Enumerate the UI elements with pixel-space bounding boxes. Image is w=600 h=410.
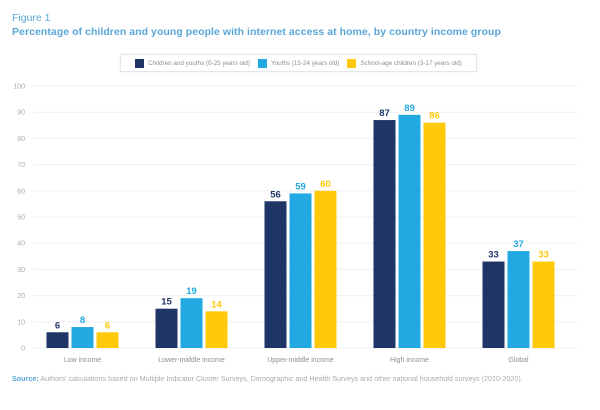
- data-label: 60: [320, 179, 331, 190]
- legend-item-school-age: School-age children (3-17 years old): [347, 58, 462, 68]
- data-label: 33: [488, 250, 499, 261]
- bar: [264, 201, 287, 348]
- y-tick-label: 90: [17, 110, 25, 117]
- data-label: 8: [80, 315, 85, 326]
- bar: [398, 114, 421, 348]
- legend-swatch-children-youths: [135, 58, 145, 68]
- data-label: 19: [186, 286, 197, 297]
- data-label: 15: [161, 297, 172, 308]
- legend-swatch-youths: [257, 58, 267, 68]
- x-tick-label: High income: [390, 357, 429, 364]
- data-label: 59: [295, 181, 306, 192]
- legend-label-children-youths: Children and youths (0-25 years old): [148, 59, 250, 67]
- bar: [289, 193, 312, 348]
- y-tick-label: 0: [21, 346, 25, 353]
- bar: [373, 120, 396, 348]
- y-tick-label: 60: [17, 188, 25, 195]
- bar: [482, 261, 505, 348]
- legend: Children and youths (0-25 years old) You…: [120, 54, 477, 72]
- bar: [46, 332, 69, 348]
- x-tick-label: Global: [508, 357, 529, 364]
- chart-title: Percentage of children and young people …: [12, 26, 501, 38]
- bar: [180, 298, 203, 348]
- y-tick-label: 40: [17, 241, 25, 248]
- figure-label: Figure 1: [12, 12, 51, 24]
- data-label: 56: [270, 189, 281, 200]
- x-tick-label: Lower-middle income: [158, 357, 225, 364]
- data-label: 86: [429, 111, 440, 122]
- x-tick-label: Low income: [64, 357, 101, 364]
- bar: [423, 122, 446, 349]
- bar: [155, 308, 178, 348]
- y-tick-label: 50: [17, 215, 25, 222]
- y-tick-label: 20: [17, 293, 25, 300]
- data-label: 37: [513, 239, 524, 250]
- data-label: 6: [55, 320, 60, 331]
- data-label: 14: [211, 299, 222, 310]
- y-tick-label: 70: [17, 162, 25, 169]
- source-note: Source: Authors' calculations based on M…: [12, 374, 523, 383]
- data-label: 33: [538, 250, 549, 261]
- legend-label-school-age: School-age children (3-17 years old): [360, 59, 462, 67]
- data-label: 6: [105, 320, 110, 331]
- bar: [96, 332, 119, 348]
- y-tick-label: 100: [13, 84, 25, 91]
- bar: [532, 261, 555, 348]
- y-tick-label: 10: [17, 319, 25, 326]
- legend-item-children-youths: Children and youths (0-25 years old): [135, 58, 250, 68]
- source-text: Authors' calculations based on Multiple …: [40, 374, 523, 383]
- x-tick-label: Upper-middle income: [267, 357, 334, 364]
- y-tick-label: 80: [17, 136, 25, 143]
- legend-item-youths: Youths (15-24 years old): [257, 58, 340, 68]
- legend-swatch-school-age: [347, 58, 357, 68]
- data-label: 89: [404, 103, 415, 114]
- legend-label-youths: Youths (15-24 years old): [270, 59, 340, 67]
- bar: [205, 311, 228, 348]
- bar: [314, 190, 337, 348]
- bar: [507, 251, 530, 348]
- bar: [71, 327, 94, 348]
- y-tick-label: 30: [17, 267, 25, 274]
- data-label: 87: [379, 108, 390, 119]
- source-label: Source:: [12, 374, 39, 383]
